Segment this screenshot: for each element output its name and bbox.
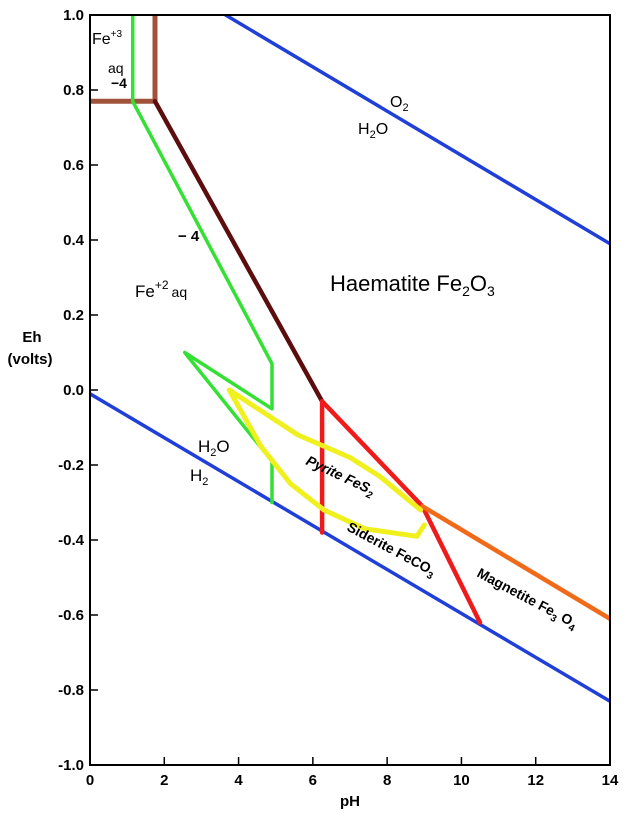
y-axis-title-volts: (volts) [8, 351, 53, 368]
y-tick-label: 0.6 [63, 157, 84, 174]
y-tick-label: -0.6 [58, 607, 84, 624]
label-pyrite: Pyrite FeS2 [302, 452, 378, 502]
x-axis-title: pH [340, 793, 360, 810]
y-axis-title-eh: Eh [22, 329, 41, 346]
label-haematite: Haematite Fe2O3 [330, 271, 495, 299]
y-tick-label: 0.4 [63, 232, 85, 249]
x-tick-label: 12 [527, 772, 544, 789]
x-tick-label: 8 [383, 772, 391, 789]
y-tick-label: -0.4 [58, 532, 85, 549]
x-tick-label: 14 [602, 772, 619, 789]
label-fe2: Fe+2 aq [135, 278, 187, 301]
x-tick-label: 0 [86, 772, 94, 789]
label-h2: H2 [190, 466, 208, 488]
label-minus4-mid: − 4 [178, 228, 200, 245]
series-line-9 [226, 387, 427, 539]
series-line-6 [319, 399, 483, 625]
label-fe3-aq: aq [108, 60, 124, 76]
y-tick-label: -0.8 [58, 682, 84, 699]
x-tick-label: 6 [309, 772, 317, 789]
series-line-1 [90, 392, 610, 704]
x-tick-label: 2 [160, 772, 168, 789]
tick-layer: 0 2 4 6 8 10 12 14 1.0 0.8 0.6 0.4 0.2 0.0 -0.2 -0.4 -0.… [58, 7, 619, 789]
series-line-0 [223, 15, 610, 246]
label-magnetite: Magnetite Fe3 O4 [473, 565, 581, 635]
y-tick-label: -1.0 [58, 757, 84, 774]
label-fe3: Fe+3 [92, 29, 123, 48]
series-line-3 [152, 99, 325, 404]
series-layer [90, 15, 610, 704]
x-tick-label: 10 [453, 772, 470, 789]
y-tick-label: 0.0 [63, 382, 84, 399]
series-line-8 [226, 387, 424, 513]
y-tick-label: 1.0 [63, 7, 84, 24]
y-tick-label: -0.2 [58, 457, 84, 474]
y-tick-label: 0.2 [63, 307, 84, 324]
label-o2: O2 [390, 94, 409, 114]
x-tick-label: 4 [234, 772, 243, 789]
label-h2o-lower: H2O [198, 437, 230, 459]
label-h2o-upper: H2O [358, 121, 388, 141]
y-tick-label: 0.8 [63, 82, 84, 99]
label-minus4-top: −4 [111, 75, 127, 91]
series-line-7 [420, 504, 610, 622]
